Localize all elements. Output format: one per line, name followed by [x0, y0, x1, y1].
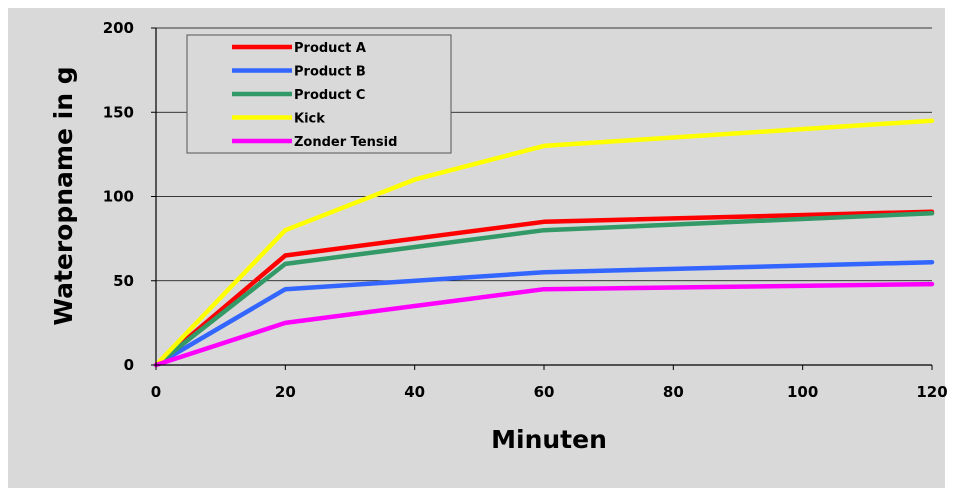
legend-label-5: Zonder Tensid: [294, 135, 397, 150]
legend-box: [186, 34, 452, 154]
y-tick-label-150: 150: [103, 103, 134, 121]
legend-entries: Product A Product B Product C Kick Zonder Te…: [232, 41, 397, 150]
series-line-2: [153, 259, 935, 368]
series-line-5: [153, 281, 935, 368]
x-tick-label-0: 0: [151, 383, 161, 401]
x-tick-label-120: 120: [916, 383, 947, 401]
series-line-3: [153, 211, 935, 368]
legend-label-3: Product C: [294, 88, 365, 103]
legend: Product A Product B Product C Kick Zonder Te…: [186, 34, 452, 154]
series-lines: [153, 118, 935, 368]
x-tick-label-20: 20: [275, 383, 296, 401]
x-tick-label-100: 100: [787, 383, 818, 401]
x-tick-label-40: 40: [404, 383, 425, 401]
y-tick-label-200: 200: [103, 19, 134, 37]
x-tick-label-60: 60: [534, 383, 555, 401]
x-axis-title: Minuten: [491, 425, 607, 454]
series-line-4: [153, 118, 935, 368]
legend-label-4: Kick: [294, 112, 325, 127]
y-axis-title: Wateropname in g: [49, 66, 78, 325]
legend-label-2: Product B: [294, 65, 366, 80]
y-axis-ticks: 0 50 100 150 200: [103, 19, 156, 374]
y-tick-label-100: 100: [103, 188, 134, 206]
gridlines: [156, 27, 932, 282]
x-axis-ticks: 0 20 40 60 80 100 120: [151, 365, 948, 401]
x-tick-label-80: 80: [663, 383, 684, 401]
series-line-1: [153, 209, 935, 368]
y-tick-label-0: 0: [124, 356, 134, 374]
legend-label-1: Product A: [294, 41, 366, 56]
y-tick-label-50: 50: [113, 272, 134, 290]
